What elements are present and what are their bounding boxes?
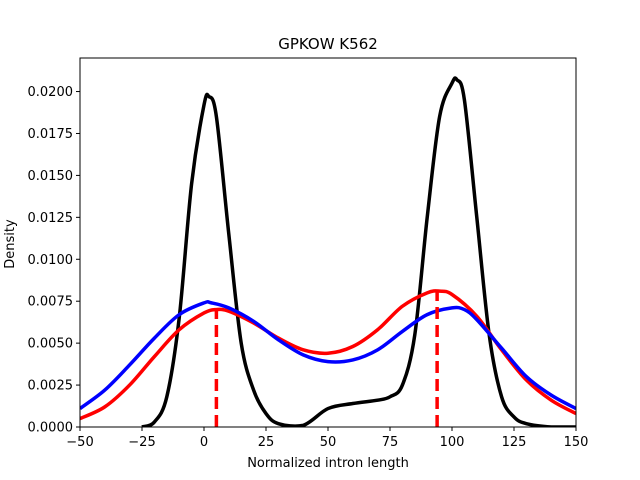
x-tick-label: 100: [440, 435, 465, 450]
y-tick-label: 0.0025: [28, 379, 74, 394]
y-tick-label: 0.0175: [28, 127, 74, 142]
x-tick-label: 150: [564, 435, 589, 450]
y-axis-label: Density: [3, 219, 18, 269]
x-tick-label: 0: [200, 435, 208, 450]
y-tick-label: 0.0125: [28, 211, 74, 226]
series-line-2: [80, 300, 576, 411]
y-tick-label: 0.0050: [28, 337, 74, 352]
x-tick-label: 125: [502, 435, 527, 450]
x-tick-label: 50: [320, 435, 337, 450]
plot-area: [80, 76, 576, 427]
y-axis: 0.0000 0.0025 0.0050 0.0075 0.0100 0.0125 0.01…: [28, 85, 80, 436]
x-tick-label: 75: [382, 435, 399, 450]
x-axis-label: Normalized intron length: [247, 456, 409, 471]
x-axis: −50 −25 0 25 50 75 100 125 150: [66, 427, 588, 450]
y-tick-label: 0.0075: [28, 295, 74, 310]
plot-frame: [79, 57, 577, 428]
y-tick-label: 0.0150: [28, 169, 74, 184]
y-tick-label: 0.0000: [28, 421, 74, 436]
series-line-0: [141, 76, 576, 427]
x-tick-label: −50: [66, 435, 93, 450]
x-tick-label: 25: [258, 435, 275, 450]
y-tick-label: 0.0200: [28, 85, 74, 100]
y-tick-label: 0.0100: [28, 253, 74, 268]
x-tick-label: −25: [128, 435, 155, 450]
chart-title: GPKOW K562: [278, 35, 378, 53]
